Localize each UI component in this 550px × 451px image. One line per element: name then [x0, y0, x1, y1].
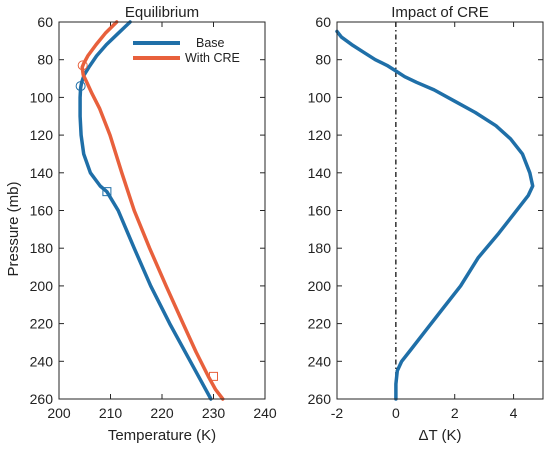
y-tick-label: 220 [308, 316, 332, 332]
y-tick-label: 200 [308, 278, 332, 294]
y-tick-label: 140 [30, 165, 54, 181]
y-tick-label: 120 [30, 127, 54, 143]
legend-box [128, 28, 256, 70]
series-line-with-cre [80, 20, 225, 401]
series-equilibrium [78, 20, 225, 401]
y-tick-label: 100 [30, 89, 54, 105]
y-tick-label: 220 [30, 316, 54, 332]
x-tick-label: 4 [510, 405, 518, 421]
y-tick-label: 80 [315, 52, 331, 68]
y-tick-label: 260 [30, 391, 54, 407]
square-marker [102, 187, 112, 197]
y-tick-label: 160 [30, 203, 54, 219]
x-tick-label: 0 [392, 405, 400, 421]
y-tick-label: 200 [30, 278, 54, 294]
series-impact [335, 22, 535, 401]
x-tick-label: 210 [99, 405, 123, 421]
y-tick-label: 240 [308, 353, 332, 369]
xlabel-temperature: Temperature (K) [108, 427, 216, 444]
ticks-equilibrium: 200 210 220 230 240 60 80 100 120 140 160 180 200 220… [30, 14, 277, 421]
y-tick-label: 180 [308, 240, 332, 256]
y-tick-label: 60 [37, 14, 53, 30]
y-tick-label: 240 [30, 353, 54, 369]
x-tick-label: 230 [202, 405, 226, 421]
y-tick-label: 260 [308, 391, 332, 407]
ticks-impact: -2 0 2 4 60 80 100 120 140 160 180 200 220 240 260 [308, 14, 543, 421]
y-tick-label: 80 [37, 52, 53, 68]
ylabel-pressure: Pressure (mb) [5, 181, 22, 276]
series-line-delta-t [335, 29, 535, 401]
title-impact-of-cre: Impact of CRE [391, 4, 489, 21]
title-equilibrium: Equilibrium [125, 4, 199, 21]
circle-marker [77, 60, 88, 71]
panel-impact-of-cre: Impact of CRE ΔT (K) -2 0 2 4 60 80 100 120 140 1… [308, 4, 544, 444]
legend-label-base: Base [196, 36, 225, 50]
x-tick-label: 240 [253, 405, 277, 421]
panel-equilibrium: Equilibrium Pressure (mb) Temperature (K… [5, 4, 277, 444]
y-tick-label: 140 [308, 165, 332, 181]
x-tick-label: -2 [331, 405, 344, 421]
axes-frame-equilibrium [58, 21, 266, 400]
xlabel-delta-t: ΔT (K) [418, 427, 461, 444]
y-tick-label: 100 [308, 89, 332, 105]
x-tick-label: 2 [451, 405, 459, 421]
series-line-base [78, 20, 213, 401]
y-tick-label: 120 [308, 127, 332, 143]
y-tick-label: 180 [30, 240, 54, 256]
axes-frame-impact [336, 21, 544, 400]
circle-marker [75, 81, 86, 92]
legend: Base With CRE [128, 28, 256, 70]
markers-equilibrium [75, 60, 218, 381]
y-tick-label: 160 [308, 203, 332, 219]
square-marker [209, 371, 218, 381]
legend-label-with-cre: With CRE [185, 51, 240, 65]
x-tick-label: 220 [150, 405, 174, 421]
y-tick-label: 60 [315, 14, 331, 30]
x-tick-label: 200 [47, 405, 71, 421]
